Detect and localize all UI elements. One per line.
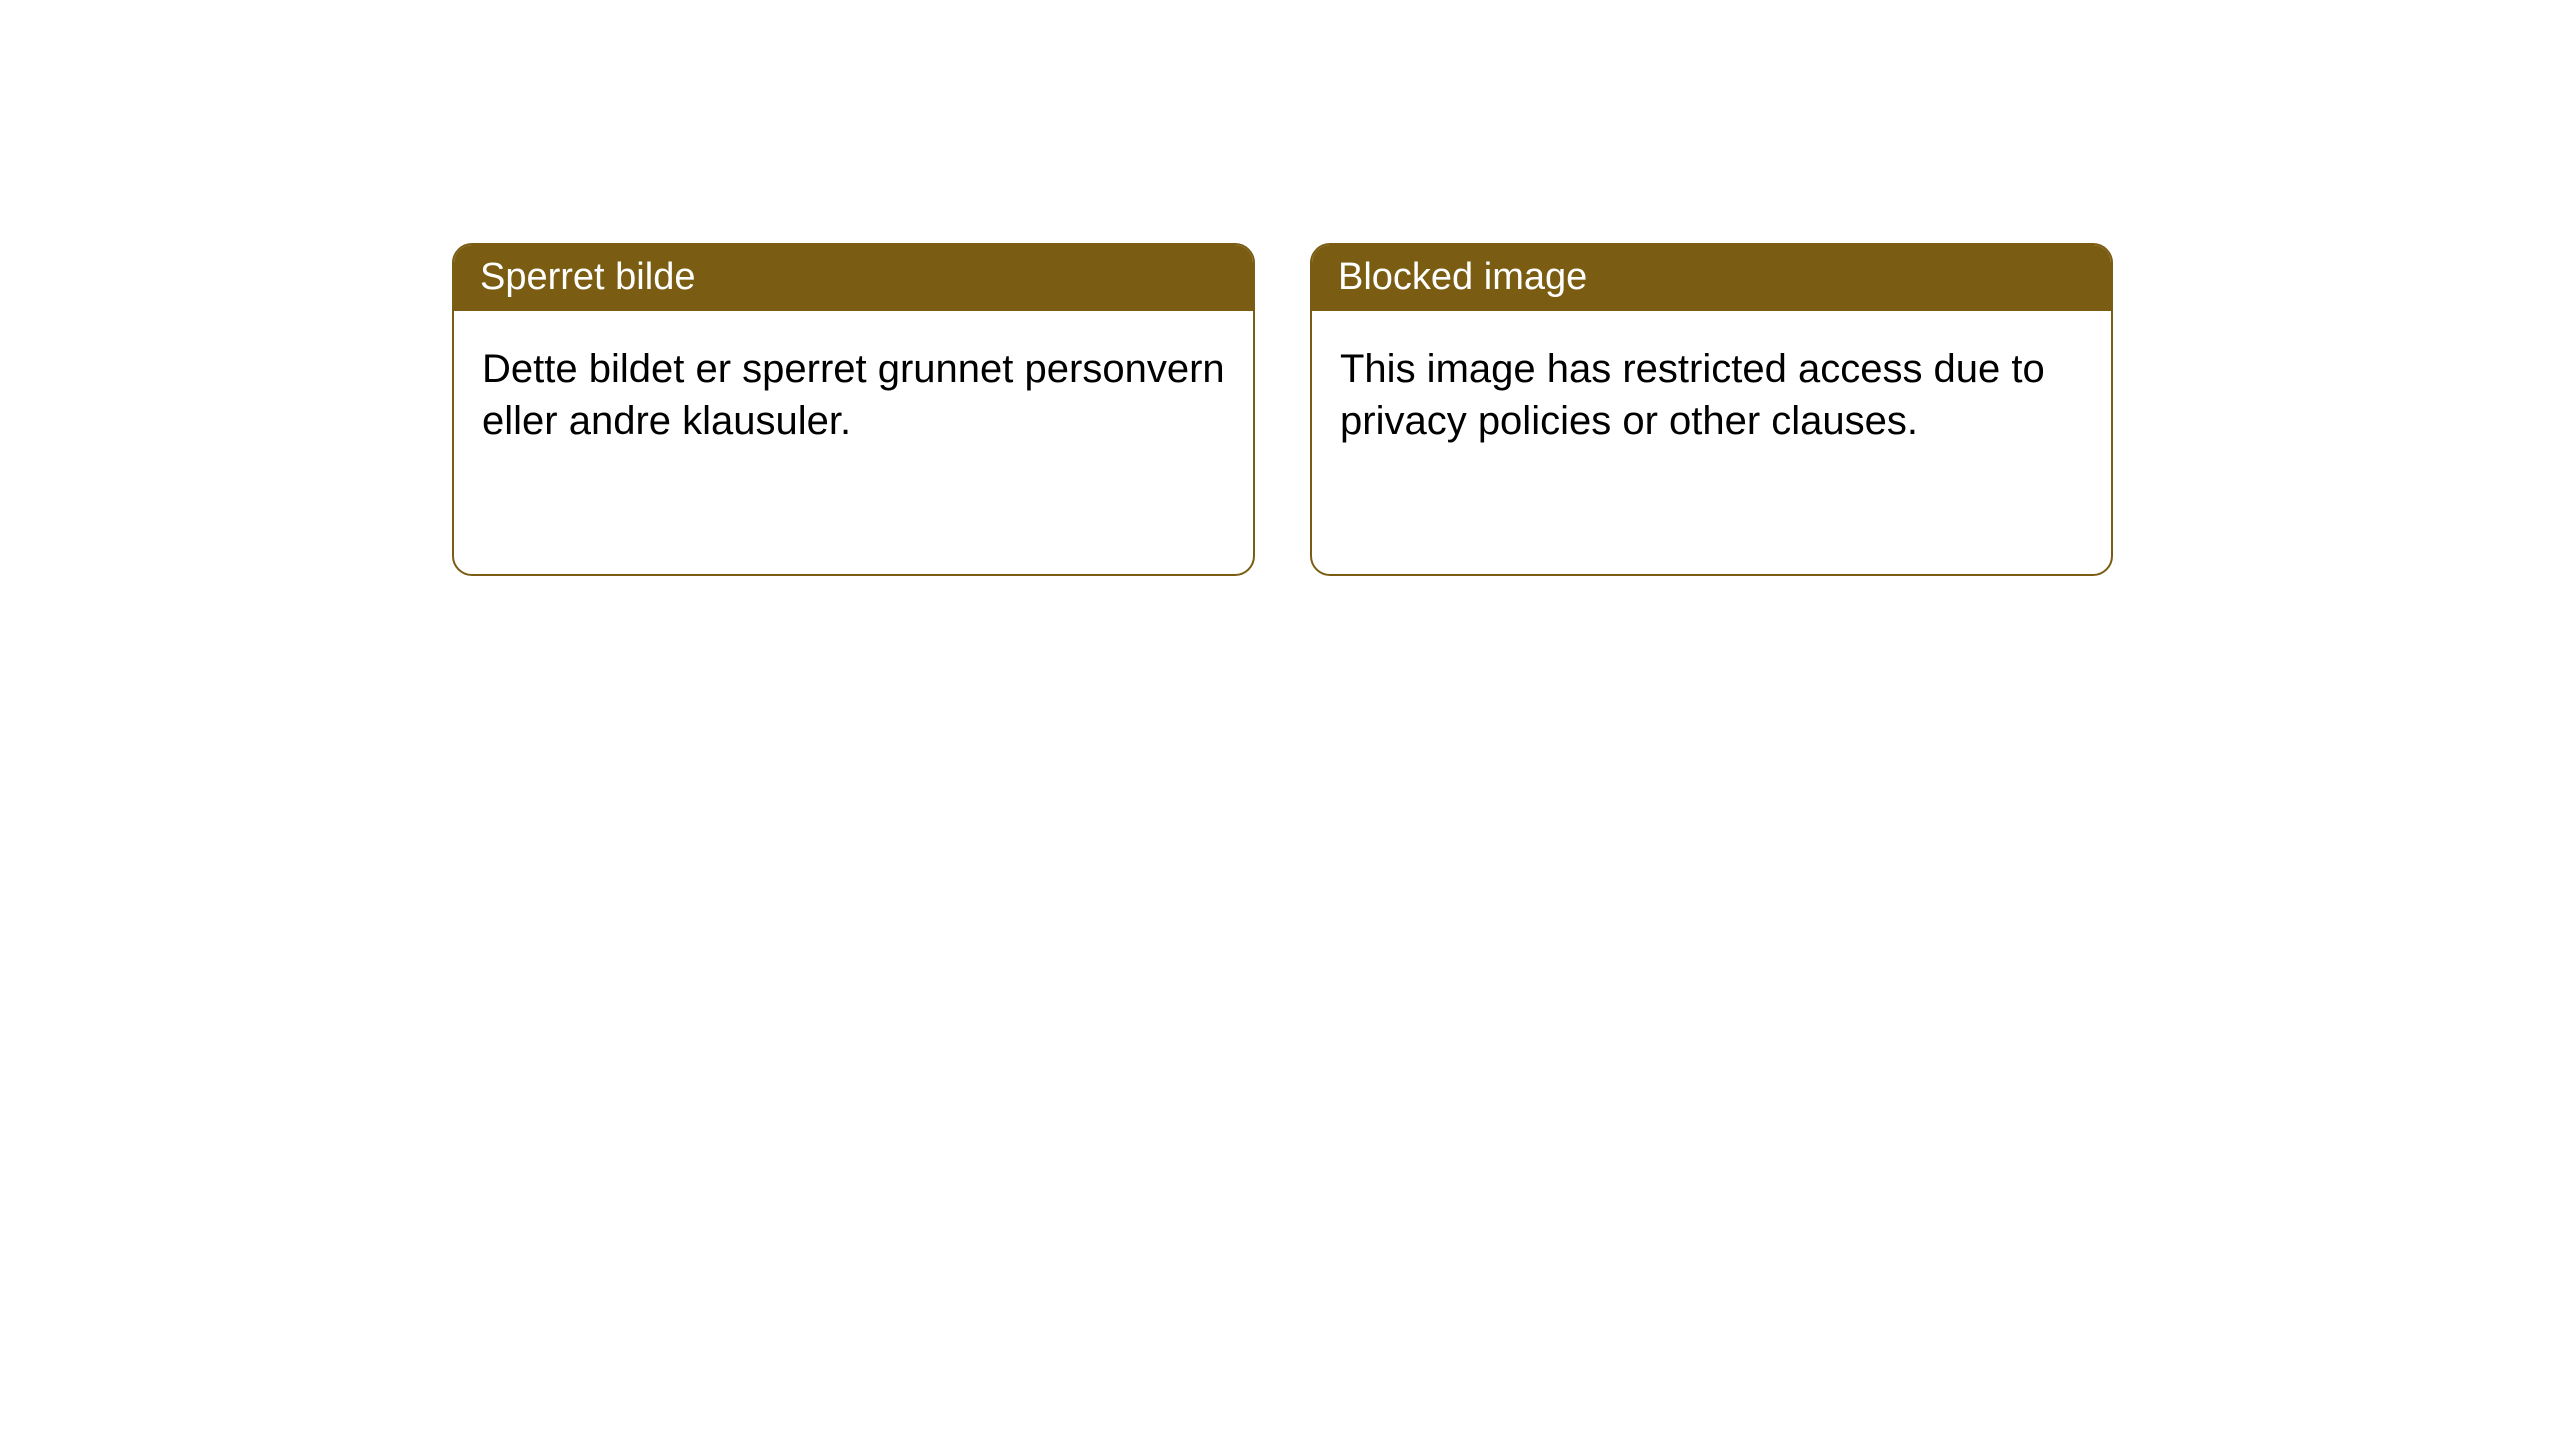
notice-header-norwegian: Sperret bilde bbox=[454, 245, 1253, 311]
notice-body-english: This image has restricted access due to … bbox=[1312, 311, 2111, 479]
notice-message-english: This image has restricted access due to … bbox=[1340, 347, 2045, 443]
notice-title-norwegian: Sperret bilde bbox=[480, 256, 695, 298]
notice-title-english: Blocked image bbox=[1338, 256, 1587, 298]
notice-card-english: Blocked image This image has restricted … bbox=[1310, 243, 2113, 576]
notice-card-container: Sperret bilde Dette bildet er sperret gr… bbox=[452, 243, 2113, 576]
notice-message-norwegian: Dette bildet er sperret grunnet personve… bbox=[482, 347, 1225, 443]
notice-body-norwegian: Dette bildet er sperret grunnet personve… bbox=[454, 311, 1253, 479]
notice-header-english: Blocked image bbox=[1312, 245, 2111, 311]
notice-card-norwegian: Sperret bilde Dette bildet er sperret gr… bbox=[452, 243, 1255, 576]
